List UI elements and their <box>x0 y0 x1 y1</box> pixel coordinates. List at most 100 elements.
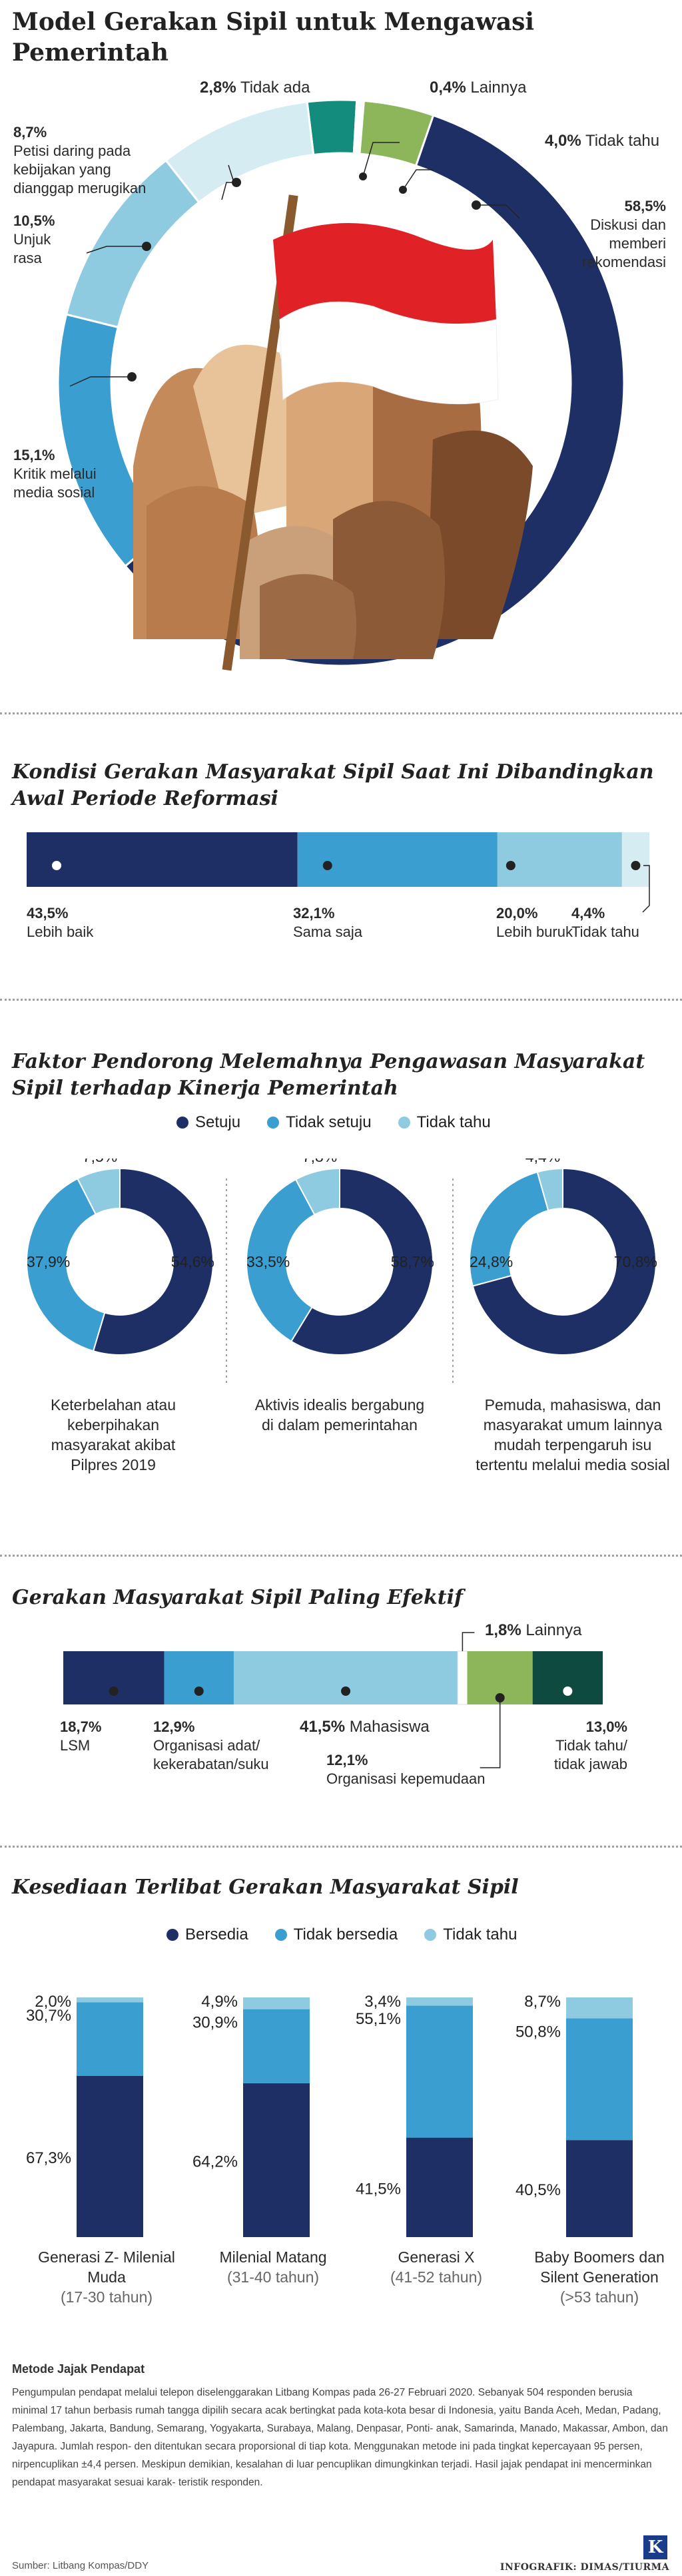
bar-segment-2 <box>497 832 622 887</box>
stack-2-segment-2 <box>406 1997 473 2006</box>
donut-label-tidak-setuju: 33,5% <box>246 1253 290 1270</box>
donut-label-tidak-setuju: 37,9% <box>27 1253 70 1270</box>
group-label-gen-z: Generasi Z- Milenial Muda (17-30 tahun) <box>38 2248 175 2306</box>
effective-marker-5 <box>563 1686 573 1696</box>
stack-2-label-2: 3,4% <box>364 1993 401 2011</box>
stack-0-label-0: 67,3% <box>26 2149 71 2167</box>
label-lebih-buruk: 20,0% Lebih buruk <box>496 905 573 940</box>
stack-3-segment-1 <box>566 2018 633 2141</box>
kompas-logo: K <box>643 2535 667 2559</box>
stack-3-label-2: 8,7% <box>524 1993 561 2011</box>
label-lainnya: 0,4% Lainnya <box>430 79 527 97</box>
stack-1-label-2: 4,9% <box>201 1993 238 2011</box>
effective-segment-5 <box>532 1651 603 1704</box>
label-adat: 12,9% Organisasi adat/ kekerabatan/suku <box>153 1718 269 1772</box>
bar-connector <box>642 865 650 913</box>
donut-0-slice-0 <box>92 1167 214 1356</box>
label-kritik: 15,1% Kritik melalui media sosial <box>13 447 97 501</box>
bar-efektif <box>63 1632 603 1768</box>
stack-3-segment-0 <box>566 2140 633 2237</box>
group-label-boomers: Baby Boomers dan Silent Generation (>53 t… <box>534 2248 665 2306</box>
stack-0-segment-0 <box>77 2075 143 2237</box>
caption-aktivis: Aktivis idealis bergabung di dalam pemer… <box>254 1396 425 1433</box>
label-tidak-tahu-2: 4,4% Tidak tahu <box>571 905 639 940</box>
effective-segment-3 <box>457 1651 468 1705</box>
donut-chart-model <box>57 99 625 671</box>
donut-1-slice-1 <box>246 1178 316 1342</box>
section-title-efektif: Gerakan Masyarakat Sipil Paling Efektif <box>12 1586 463 1609</box>
stack-1-label-0: 64,2% <box>192 2153 238 2171</box>
caption-pemuda: Pemuda, mahasiswa, dan masyarakat umum l… <box>476 1396 670 1473</box>
stack-1-segment-1 <box>243 2009 310 2083</box>
donut-label-tidak-tahu: 7,5% <box>83 1159 117 1165</box>
donut-1-slice-2 <box>294 1167 340 1216</box>
effective-marker-0 <box>109 1686 119 1696</box>
effective-segment-0 <box>63 1651 165 1704</box>
stack-0-label-1: 30,7% <box>26 2007 71 2025</box>
effective-connector-kepemudaan <box>480 1698 501 1768</box>
bar-kondisi <box>27 832 650 913</box>
effective-segment-1 <box>164 1651 234 1704</box>
divider-4 <box>0 1846 682 1848</box>
stack-3-segment-2 <box>566 1997 633 2019</box>
section-title-kesediaan: Kesediaan Terlibat Gerakan Masyarakat Si… <box>12 1876 519 1899</box>
source-text: Sumber: Litbang Kompas/DDY <box>12 2560 149 2571</box>
stack-1-label-1: 30,9% <box>192 2014 238 2032</box>
legend-kesediaan: Bersedia Tidak bersedia Tidak tahu <box>167 1926 517 1944</box>
stack-2-segment-1 <box>406 2005 473 2138</box>
stack-1-segment-0 <box>243 2083 310 2237</box>
caption-pilpres: Keterbelahan atau keberpihakan masyaraka… <box>51 1396 176 1473</box>
stack-2-segment-0 <box>406 2137 473 2237</box>
donut-label-tidak-setuju: 24,8% <box>470 1253 513 1270</box>
fists-flag-illustration <box>133 194 533 671</box>
donuts-faktor: 54,6% 37,9% 7,5% 58,7% 33,5% 7,8% 70,8% 24,8% 4,… <box>26 1159 657 1385</box>
divider-3 <box>0 1555 682 1557</box>
donut-label-tidak-tahu: 7,8% <box>302 1159 337 1165</box>
method-heading: Metode Jajak Pendapat <box>12 2362 145 2376</box>
legend-faktor: Setuju Tidak setuju Tidak tahu <box>176 1113 491 1132</box>
stack-1-segment-2 <box>243 1997 310 2009</box>
stack-0-label-2: 2,0% <box>35 1993 71 2011</box>
stack-3-label-1: 50,8% <box>515 2023 561 2041</box>
donut-2-slice-0 <box>472 1167 657 1356</box>
label-sama-saja: 32,1% Sama saja <box>293 905 362 940</box>
donut-1-slice-0 <box>290 1167 434 1356</box>
donut-label-tidak-tahu: 4,4% <box>525 1159 560 1165</box>
bar-marker-2 <box>506 861 515 870</box>
bar-segment-1 <box>297 832 498 887</box>
donut-0-slice-1 <box>26 1177 106 1352</box>
divider-2 <box>0 999 682 1001</box>
donut-label-setuju: 58,7% <box>391 1253 434 1270</box>
label-unjuk-rasa: 10,5% Unjuk rasa <box>13 212 55 266</box>
group-label-gen-x: Generasi X (41-52 tahun) <box>390 2248 483 2286</box>
stack-0-segment-1 <box>77 2002 143 2076</box>
bar-marker-0 <box>52 861 61 870</box>
bar-marker-3 <box>631 861 641 870</box>
section-title-kondisi: Kondisi Gerakan Masyarakat Sipil Saat In… <box>12 760 654 810</box>
divider-1 <box>0 712 682 714</box>
donut-label-setuju: 70,8% <box>614 1253 657 1270</box>
donut-2-slice-1 <box>469 1171 549 1287</box>
label-lsm: 18,7% LSM <box>60 1718 102 1754</box>
section-title-faktor: Faktor Pendorong Melemahnya Pengawasan M… <box>12 1050 645 1100</box>
stack-0-segment-2 <box>77 1997 143 2003</box>
label-lebih-baik: 43,5% Lebih baik <box>27 905 94 940</box>
effective-marker-2 <box>341 1686 351 1696</box>
stack-3-label-0: 40,5% <box>515 2181 561 2199</box>
infographic-credit: INFOGRAFIK: DIMAS/TIURMA <box>500 2562 669 2573</box>
stack-2-label-1: 55,1% <box>356 2010 401 2028</box>
effective-marker-1 <box>194 1686 204 1696</box>
page-title: Model Gerakan Sipil untuk Mengawasi Peme… <box>12 8 535 67</box>
label-tidak-tahu: 4,0% Tidak tahu <box>545 132 660 150</box>
bar-segment-0 <box>27 832 298 887</box>
stack-2-label-0: 41,5% <box>356 2180 401 2198</box>
donut-slice-3 <box>165 101 315 204</box>
donut-2-slice-2 <box>536 1167 563 1212</box>
label-diskusi: 58,5% Diskusi dan memberi rekomendasi <box>582 198 666 270</box>
bar-segment-3 <box>621 832 649 887</box>
donut-0-slice-2 <box>77 1167 121 1216</box>
stacked-bars-kesediaan: 67,3% 30,7%2,0% 64,2% 30,9% 4,9% 41,5% 55,1%3,… <box>26 1993 633 2237</box>
label-tidak-jawab: 13,0% Tidak tahu/ tidak jawab <box>553 1718 627 1772</box>
donut-slice-4 <box>306 99 358 156</box>
label-petisi: 8,7% Petisi daring pada kebijakan yang di… <box>13 124 147 196</box>
